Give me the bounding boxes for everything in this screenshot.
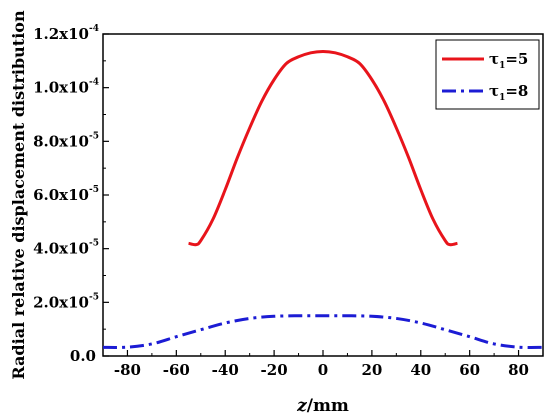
legend: τ1=5 τ1=8 bbox=[435, 39, 540, 110]
y-tick-label: 1.2x10-4 bbox=[33, 24, 99, 43]
y-tick-label: 0.0 bbox=[70, 347, 96, 365]
y-tick-label: 8.0x10-5 bbox=[33, 131, 99, 150]
y-tick-label: 4.0x10-5 bbox=[33, 239, 99, 258]
series-layer bbox=[102, 49, 544, 349]
legend-label-series-1: τ1=5 bbox=[489, 50, 528, 71]
y-axis-label: Radial relative displacement distributio… bbox=[9, 10, 28, 380]
x-tick-label: 40 bbox=[410, 361, 431, 379]
series-line-2 bbox=[102, 314, 544, 349]
x-tick-label: 60 bbox=[459, 361, 480, 379]
x-tick-label: -60 bbox=[163, 361, 190, 379]
x-tick-label: -40 bbox=[212, 361, 239, 379]
ticks-layer: -80 -60 -40 -20 0 20 40 60 80 0.0 2.0x10-5 4.0x10-5… bbox=[33, 24, 544, 379]
y-tick-label: 1.0x10-4 bbox=[33, 78, 99, 97]
series-line-1 bbox=[188, 49, 458, 247]
x-tick-label: 80 bbox=[508, 361, 529, 379]
y-tick-label: 2.0x10-5 bbox=[33, 292, 99, 311]
y-tick-label: 6.0x10-5 bbox=[33, 185, 99, 204]
x-tick-label: -80 bbox=[114, 361, 141, 379]
x-tick-label: 0 bbox=[318, 361, 328, 379]
x-tick-label: -20 bbox=[261, 361, 288, 379]
legend-label-series-2: τ1=8 bbox=[489, 82, 528, 103]
legend-box bbox=[435, 39, 540, 110]
x-tick-label: 20 bbox=[361, 361, 382, 379]
x-axis-label: z/mm bbox=[296, 396, 349, 416]
